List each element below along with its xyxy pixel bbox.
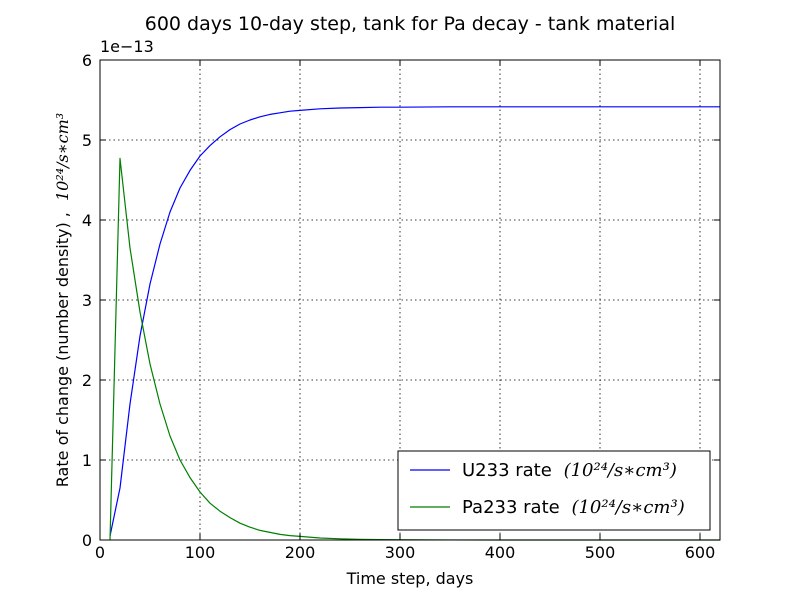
y-tick-label: 1 <box>82 451 92 470</box>
y-axis-label-text: Rate of change (number density) , <box>53 212 72 487</box>
y-tick-label: 2 <box>82 371 92 390</box>
legend: U233 rate (10²⁴/s∗cm³) Pa233 rate (10²⁴/… <box>397 450 711 531</box>
x-tick-label: 200 <box>285 543 316 562</box>
y-axis-label: Rate of change (number density) , 10²⁴/s… <box>53 113 72 487</box>
legend-label-u233: U233 rate <box>462 460 552 481</box>
legend-unit-pa233: (10²⁴/s∗cm³) <box>571 497 684 518</box>
y-tick-label: 6 <box>82 51 92 70</box>
x-tick-label: 500 <box>585 543 616 562</box>
x-tick-label: 300 <box>385 543 416 562</box>
y-tick-label: 3 <box>82 291 92 310</box>
chart-title: 600 days 10-day step, tank for Pa decay … <box>145 13 676 35</box>
legend-entry-pa233: Pa233 rate (10²⁴/s∗cm³) <box>462 497 685 518</box>
legend-unit-u233: (10²⁴/s∗cm³) <box>564 460 677 481</box>
x-tick-label: 0 <box>95 543 105 562</box>
y-axis-label-unit: 10²⁴/s∗cm³ <box>53 113 72 201</box>
series-line-u233 <box>109 106 720 537</box>
axis-ticks: 0 100 200 300 400 500 600 0 1 2 3 4 5 6 <box>82 51 720 562</box>
y-offset-text: 1e−13 <box>100 37 154 56</box>
x-tick-label: 400 <box>485 543 516 562</box>
x-tick-label: 100 <box>185 543 216 562</box>
legend-label-pa233: Pa233 rate <box>462 497 560 518</box>
legend-entry-u233: U233 rate (10²⁴/s∗cm³) <box>462 460 677 481</box>
y-tick-label: 0 <box>82 531 92 550</box>
y-axis-label-group: Rate of change (number density) , 10²⁴/s… <box>53 113 72 487</box>
y-tick-label: 5 <box>82 131 92 150</box>
x-tick-label: 600 <box>685 543 716 562</box>
x-axis-label: Time step, days <box>346 569 474 588</box>
legend-box <box>397 450 711 531</box>
y-tick-label: 4 <box>82 211 92 230</box>
